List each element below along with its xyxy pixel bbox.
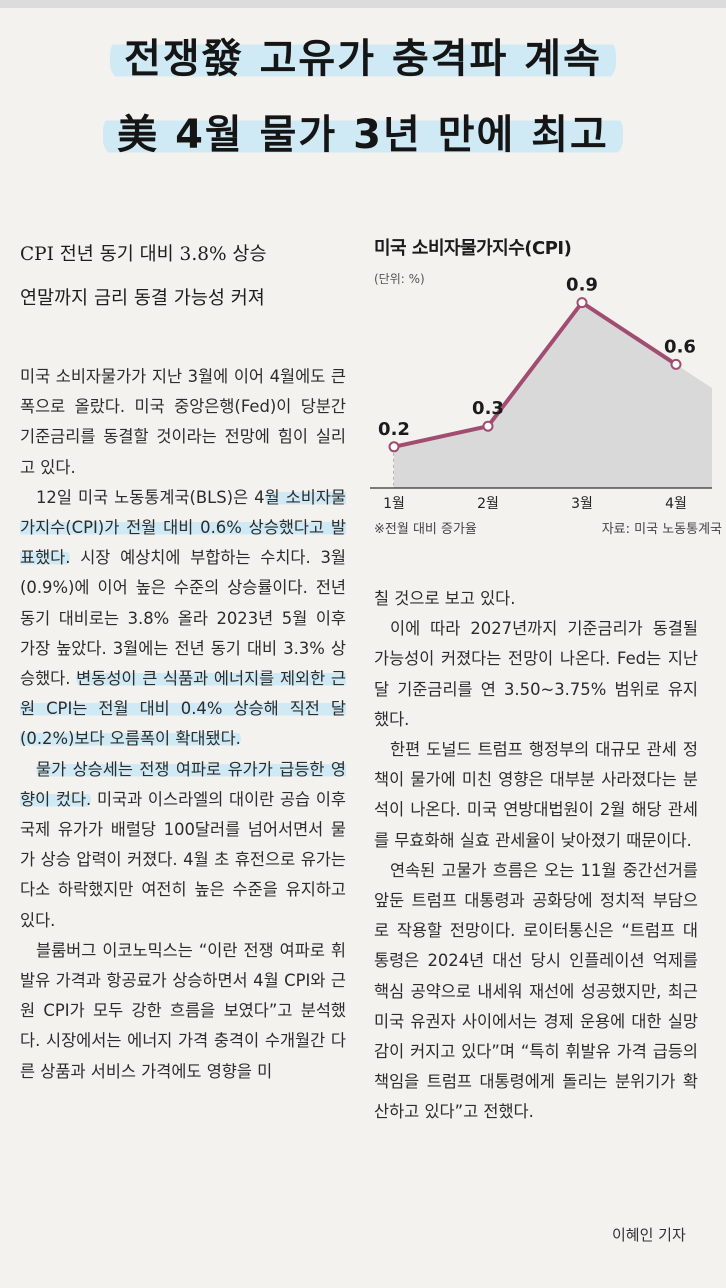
chart-unit: (단위: %): [374, 272, 425, 286]
data-label: 0.3: [472, 398, 504, 419]
chart-title: 미국 소비자물가지수(CPI): [374, 238, 572, 259]
paragraph: 한편 도널드 트럼프 행정부의 대규모 관세 정책이 물가에 미친 영향은 대부…: [374, 740, 698, 850]
data-label: 0.9: [566, 275, 598, 296]
data-label: 0.6: [664, 336, 696, 357]
chart-canvas: 0.2 0.3 0.9 0.6 1월 2월 3월 4월: [370, 275, 712, 512]
article-right-column: 칠 것으로 보고 있다. 이에 따라 2027년까지 기준금리가 동결될 가능성…: [374, 584, 698, 1128]
paragraph: 12일 미국 노동통계국(BLS)은 4월 소비자물가지수(CPI)가 전월 대…: [20, 487, 346, 749]
chart-area-fill: [394, 302, 712, 488]
cpi-chart: 0.2 0.3 0.9 0.6 1월 2월 3월 4월 미국 소비자물가지수(CPI) (단…: [360, 226, 726, 546]
subheadline-line-2: 연말까지 금리 동결 가능성 커져: [20, 288, 265, 309]
headline-line-1: 전쟁發 고유가 충격파 계속: [0, 26, 726, 84]
byline: 이혜인 기자: [612, 1226, 686, 1244]
subheadline-line-1: CPI 전년 동기 대비 3.8% 상승: [20, 244, 267, 265]
article-left-column: 미국 소비자물가가 지난 3월에 이어 4월에도 큰 폭으로 올랐다. 미국 중…: [20, 362, 346, 1087]
paragraph: 연속된 고물가 흐름은 오는 11월 중간선거를 앞둔 트럼프 대통령과 공화당…: [374, 860, 698, 1122]
data-label: 0.2: [378, 419, 410, 440]
paragraph: 물가 상승세는 전쟁 여파로 유가가 급등한 영향이 컸다. 미국과 이스라엘의…: [20, 759, 346, 930]
chart-line: [393, 299, 678, 449]
x-tick-label: 1월: [383, 496, 405, 512]
top-bar: [0, 0, 726, 8]
x-tick-label: 2월: [477, 496, 499, 512]
x-tick-label: 4월: [665, 496, 687, 512]
data-point: [482, 420, 494, 432]
data-point: [576, 297, 588, 309]
data-point: [388, 441, 400, 453]
headline-line-2: 美 4월 물가 3년 만에 최고: [0, 102, 726, 160]
chart-note: ※전월 대비 증가율: [374, 522, 477, 537]
highlight: 변동성이 큰 식품과 에너지를 제외한 근원 CPI는 전월 대비 0.4% 상…: [20, 669, 346, 749]
x-tick-label: 3월: [571, 496, 593, 512]
paragraph: 블룸버그 이코노믹스는 “이란 전쟁 여파로 휘발유 가격과 항공료가 상승하면…: [20, 940, 346, 1081]
paragraph: 칠 것으로 보고 있다.: [374, 589, 516, 608]
chart-source: 자료: 미국 노동통계국: [601, 522, 722, 537]
paragraph: 미국 소비자물가가 지난 3월에 이어 4월에도 큰 폭으로 올랐다. 미국 중…: [20, 367, 346, 477]
paragraph: 이에 따라 2027년까지 기준금리가 동결될 가능성이 커졌다는 전망이 나온…: [374, 619, 698, 729]
data-point: [670, 358, 682, 370]
